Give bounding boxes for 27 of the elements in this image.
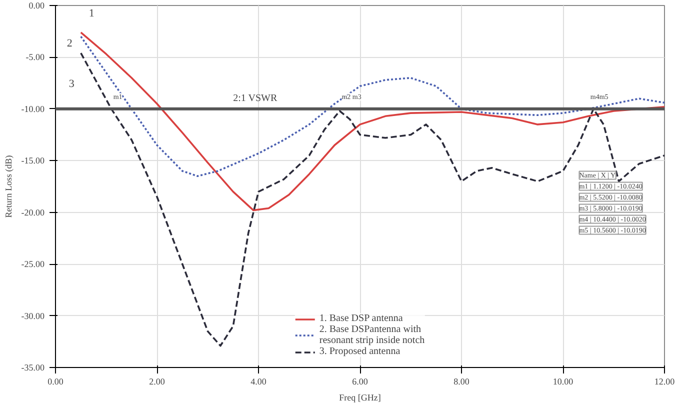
y-tick-label: -10.00 [21, 104, 45, 114]
annotation: 3 [68, 78, 75, 90]
line-series [80, 36, 664, 178]
y-tick-label: -25.00 [21, 259, 45, 270]
y-tick-label: -15.00 [21, 156, 45, 166]
x-tick-label: 6.00 [352, 376, 368, 386]
legend-label: 1. Base DSP antenna [319, 313, 403, 324]
y-tick-label: -30.00 [21, 310, 45, 321]
x-tick-label: 2.00 [149, 376, 166, 386]
y-axis-title: Return Loss (dB) [3, 155, 14, 218]
x-axis-title: Freq [GHz] [339, 392, 381, 402]
annotation: 2:1 VSWR [233, 92, 278, 104]
y-tick-label: -20.00 [21, 207, 45, 218]
x-tick-label: 12.00 [654, 376, 676, 386]
legend-label: 3. Proposed antenna [319, 346, 400, 357]
annotation: 1 [88, 7, 94, 20]
x-tick-label: 0.00 [48, 376, 64, 386]
line-series [80, 31, 664, 212]
legend-label: 2. Base DSPantenna with resonant strip inside notch [319, 324, 425, 346]
line-series [80, 52, 664, 347]
x-tick-label: 8.00 [454, 376, 470, 386]
y-tick-label: 0.00 [28, 0, 45, 10]
y-tick-label: -5.00 [26, 52, 45, 62]
annotation: 2 [66, 38, 72, 50]
x-tick-label: 10.00 [552, 376, 574, 386]
x-tick-label: 4.00 [250, 376, 267, 386]
y-tick-label: -35.00 [21, 362, 45, 372]
